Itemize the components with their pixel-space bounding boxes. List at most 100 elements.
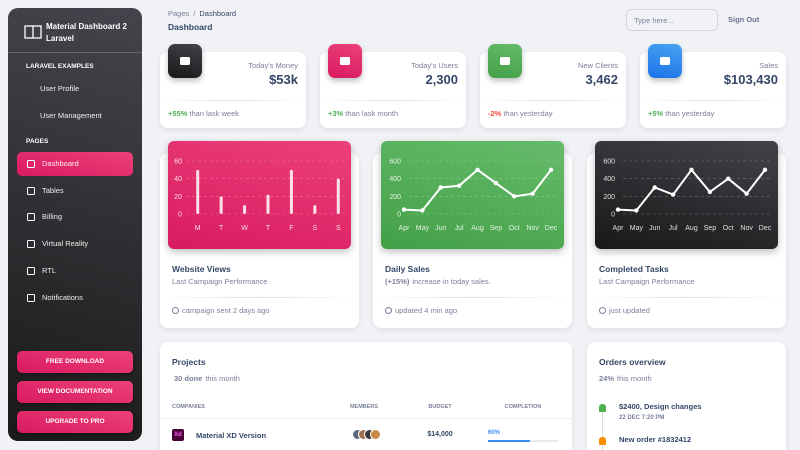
chart: 0 200 400 600 Apr May Jun Jul Aug Sep Oct Nov Dec [389,159,559,232]
chart: 0 200 400 600 Apr May Jun Jul Aug Sep Oct Nov Dec [603,159,773,232]
stat-divider [320,100,466,101]
x-tick-label: F [289,225,293,232]
stat-change: -2% [488,109,502,118]
column-header: COMPANIES [172,404,205,410]
stat-icon [328,44,362,78]
nav-item[interactable]: Tables [42,185,64,195]
stat-glyph [180,57,190,65]
subtitle-text: Last Campaign Performance [599,277,695,286]
orders-card [587,342,786,450]
chart-divider [160,297,359,298]
nav-item[interactable]: Billing [42,212,63,222]
x-tick-label: Oct [723,225,734,232]
x-tick-label: S [336,225,341,232]
chart-divider [373,297,572,298]
stat-glyph [500,57,510,65]
chart-title: Completed Tasks [599,264,669,274]
stat-value: 3,462 [585,72,618,87]
x-tick-label: T [219,225,224,232]
project-name: Material XD Version [196,431,267,440]
nav-item[interactable]: Dashboard [42,159,79,168]
nav-item[interactable]: User Management [40,111,102,120]
timeline-date: 22 DEC 7:20 PM [619,415,665,421]
stat-note: than yesterday [665,109,715,118]
point [726,176,731,181]
brand-logo [24,25,42,39]
bar [243,205,247,214]
x-tick-label: Nov [526,225,539,232]
completion-label: 60% [488,430,501,436]
chart-footer: campaign sent 2 days ago [182,306,270,315]
x-tick-label: Dec [545,225,558,232]
clock-icon [385,307,392,314]
sign-out[interactable]: Sign Out [728,15,760,24]
summary-text: this month [205,374,240,383]
stat-glyph [340,57,350,65]
line [403,168,552,212]
progress-track [488,440,558,442]
budget: $14,000 [427,431,453,438]
stat-glyph [660,57,670,65]
stat-divider [480,100,626,101]
chart: 0 20 40 60 M T W T F S S [174,159,346,232]
nav-icon [27,186,35,195]
y-tick-label: 400 [389,176,401,183]
stat-divider [640,100,786,101]
progress-fill [488,440,530,442]
chart-box: 0 20 40 60 M T W T F S S [168,141,351,249]
point [530,191,535,196]
sidebar-button[interactable]: FREE DOWNLOAD [17,351,133,373]
point [762,167,768,173]
point [652,185,657,190]
chart-title: Daily Sales [385,264,430,274]
nav-item[interactable]: RTL [42,265,57,275]
x-tick-label: May [416,225,430,232]
stat-footer: +5% than yesterday [648,109,714,118]
y-tick-label: 0 [178,212,182,219]
point [615,207,621,212]
bar [219,196,223,214]
nav-item[interactable]: Notifications [42,292,83,302]
point [670,192,676,197]
stat-value: $103,430 [723,72,778,87]
point [438,185,443,190]
stat-note: than lask week [189,109,240,118]
x-tick-label: Jun [435,225,446,232]
x-tick-label: Aug [471,225,484,232]
breadcrumb-item[interactable]: Pages [168,9,190,18]
sidebar-button[interactable]: VIEW DOCUMENTATION [17,381,133,403]
timeline-icon [599,404,606,412]
x-tick-label: M [195,225,201,232]
nav-active-bg[interactable] [17,152,133,176]
x-tick-label: Jun [649,225,660,232]
stat-footer: +55% than lask week [168,109,239,118]
point [707,189,713,195]
chart-box: 0 200 400 600 Apr May Jun Jul Aug Sep Oct Nov Dec [595,141,778,249]
point [744,191,749,196]
search-box[interactable]: Type here... [626,9,718,31]
x-tick-label: Apr [613,225,625,232]
stat-label: Today's Money [248,61,298,70]
stat-divider [160,100,306,101]
nav-icon [27,240,35,249]
subtitle-text: Last Campaign Performance [172,277,268,286]
stat-label: Today's Users [411,61,458,70]
summary-strong: 30 done [174,374,203,383]
y-tick-label: 60 [174,159,182,166]
x-tick-label: Dec [759,225,772,232]
page-title: Dashboard [168,22,213,32]
company-icon: Xd [172,429,184,441]
x-tick-label: Sep [704,225,717,232]
nav-item[interactable]: Virtual Reality [42,239,89,249]
bar [313,205,317,214]
chart-subtitle: Last Campaign Performance [172,277,267,286]
x-tick-label: W [241,225,248,232]
sidebar-button[interactable]: UPGRADE TO PRO [17,411,133,433]
sidebar [8,8,142,441]
nav-item[interactable]: User Profile [40,84,80,93]
stat-value: $53k [269,72,298,87]
stat-icon [168,44,202,78]
chart-footer: updated 4 min ago [395,306,458,315]
stat-change: +5% [648,109,664,118]
x-tick-label: S [313,225,318,232]
